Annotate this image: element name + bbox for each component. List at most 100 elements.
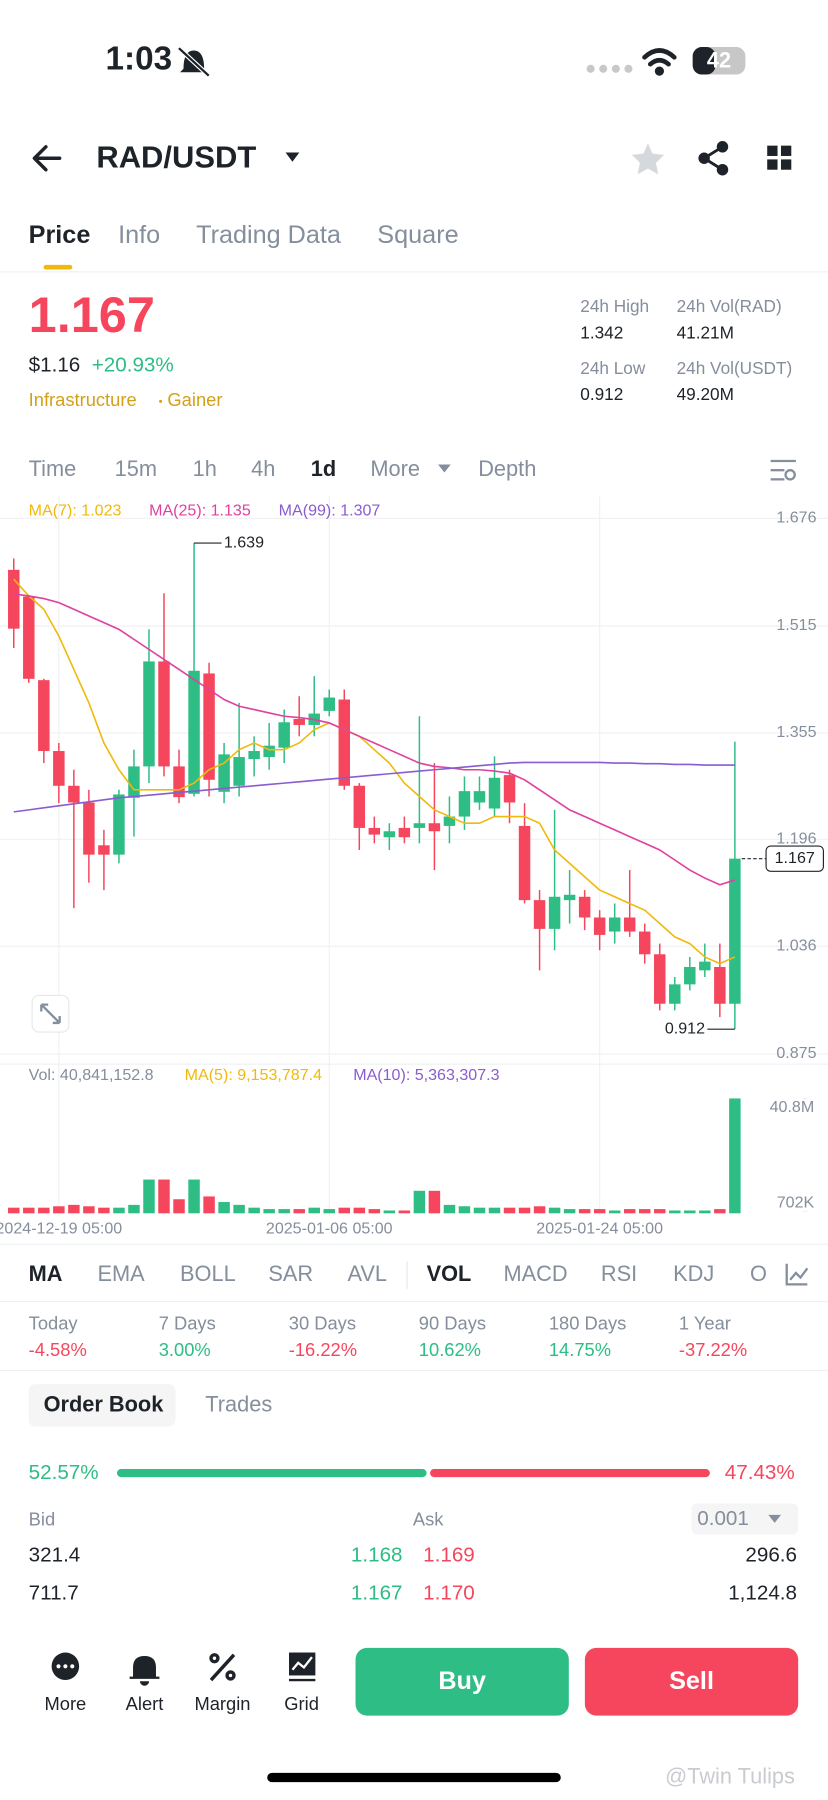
indicator[interactable]: O xyxy=(750,1261,767,1286)
volume-bar xyxy=(143,1179,155,1214)
toolbar-label: More xyxy=(44,1693,86,1714)
interval[interactable]: Time xyxy=(29,456,77,481)
volume-bar xyxy=(563,1209,576,1214)
volume-bar xyxy=(323,1209,335,1214)
favorite-button[interactable] xyxy=(631,143,664,175)
ask-amount: 1,124.8 xyxy=(728,1581,797,1604)
wifi-icon xyxy=(642,48,677,76)
tab[interactable]: Square xyxy=(377,221,458,249)
candle-body xyxy=(113,794,125,855)
indicator[interactable]: AVL xyxy=(347,1261,387,1286)
volume-bar xyxy=(654,1209,666,1214)
more-icon[interactable] xyxy=(51,1652,80,1681)
volume-bar xyxy=(383,1210,396,1214)
tab[interactable]: Trading Data xyxy=(196,221,342,249)
volume-bar xyxy=(548,1207,561,1214)
interval[interactable]: 4h xyxy=(251,456,275,481)
watermark: @Twin Tulips xyxy=(665,1763,795,1788)
tab[interactable]: Info xyxy=(118,221,160,249)
stat-label: 24h Vol(USDT) xyxy=(677,358,793,378)
y-tick-label: 1.676 xyxy=(776,509,816,527)
orderbook-tab[interactable]: Trades xyxy=(205,1392,272,1417)
volume-bar xyxy=(684,1210,696,1214)
candle-body xyxy=(353,785,366,828)
high-label: 1.639 xyxy=(224,533,264,551)
alert-icon[interactable] xyxy=(129,1655,160,1686)
tab[interactable]: Price xyxy=(29,221,91,249)
bid-amount: 711.7 xyxy=(29,1581,79,1604)
volume-bar xyxy=(53,1206,65,1214)
bid-price: 1.168 xyxy=(351,1544,403,1567)
indicator-settings[interactable] xyxy=(785,1263,809,1286)
indicator[interactable]: RSI xyxy=(601,1261,637,1286)
volume-bar xyxy=(128,1204,140,1214)
y-tick-label: 1.515 xyxy=(776,616,816,634)
tag[interactable]: Gainer xyxy=(167,389,222,410)
tag[interactable]: Infrastructure xyxy=(29,389,137,410)
volume-bar xyxy=(233,1204,245,1214)
performance: Today -4.58% 7 Days 3.00% 30 Days -16.22% 90 D… xyxy=(29,1312,747,1359)
candle-body xyxy=(368,827,381,835)
period-label: 7 Days xyxy=(159,1312,216,1333)
stat-label: 24h High xyxy=(580,296,649,316)
ask-label: Ask xyxy=(413,1508,444,1529)
interval[interactable]: 1h xyxy=(193,456,217,481)
indicator[interactable]: VOL xyxy=(427,1261,472,1286)
buy-label: Buy xyxy=(438,1667,486,1695)
volume-bar xyxy=(428,1190,441,1214)
volume-bar xyxy=(278,1209,290,1214)
chart-settings[interactable] xyxy=(770,459,796,481)
more-dropdown[interactable] xyxy=(438,464,451,473)
legend-entry: MA(7): 1.023 xyxy=(29,502,122,520)
bid-bar xyxy=(116,1469,427,1478)
legend-entry: MA(25): 1.135 xyxy=(149,502,251,520)
grid-icon[interactable] xyxy=(288,1652,316,1682)
interval[interactable]: 1d xyxy=(311,456,336,481)
tag-separator xyxy=(159,399,163,403)
share-button[interactable] xyxy=(698,141,729,176)
volume-bar xyxy=(518,1207,531,1214)
pair-dropdown[interactable] xyxy=(285,152,300,162)
candle-body xyxy=(338,699,351,786)
indicator[interactable]: EMA xyxy=(97,1261,145,1286)
pair-title[interactable]: RAD/USDT xyxy=(96,140,256,175)
indicator[interactable]: BOLL xyxy=(180,1261,236,1286)
back-button[interactable] xyxy=(32,145,62,172)
candlestick-chart: 1.676 1.515 1.355 1.196 1.036 0.875 2024-12-19… xyxy=(0,496,828,1238)
orderbook-tab[interactable]: Order Book xyxy=(44,1392,165,1417)
volume-bar xyxy=(338,1207,351,1214)
indicator[interactable]: KDJ xyxy=(673,1261,714,1286)
legend-entry: MA(99): 1.307 xyxy=(279,502,381,520)
volume-legend: MA(5): 9,153,787.4 xyxy=(185,1066,322,1084)
candle-body xyxy=(143,661,155,767)
interval[interactable]: More xyxy=(370,456,420,481)
signal-icon xyxy=(586,64,633,73)
x-tick-label: 2025-01-24 05:00 xyxy=(536,1220,663,1238)
interval[interactable]: 15m xyxy=(115,456,157,481)
candle-body xyxy=(518,825,531,901)
volume-bar xyxy=(8,1207,20,1214)
grid-button[interactable] xyxy=(767,145,792,170)
indicator[interactable]: SAR xyxy=(268,1261,313,1286)
candle-body xyxy=(323,697,335,711)
candle-body xyxy=(729,858,741,1004)
candle-body xyxy=(578,896,591,918)
candle-body xyxy=(98,845,110,855)
last-price-box xyxy=(765,845,824,872)
stat-value: 49.20M xyxy=(677,384,734,404)
margin-icon[interactable] xyxy=(209,1653,236,1682)
candle-body xyxy=(8,569,20,629)
indicator[interactable]: MA xyxy=(29,1261,63,1286)
precision-select[interactable] xyxy=(691,1503,799,1535)
indicator[interactable]: MACD xyxy=(503,1261,567,1286)
x-tick-label: 2025-01-06 05:00 xyxy=(266,1220,393,1238)
sell-button[interactable] xyxy=(584,1647,799,1716)
interval[interactable]: Depth xyxy=(478,456,536,481)
candle-body xyxy=(293,718,305,725)
usd-price: $1.16 xyxy=(29,353,81,376)
ma-line xyxy=(13,593,736,886)
buy-button[interactable] xyxy=(355,1647,569,1716)
volume-bar xyxy=(203,1196,215,1214)
volume-bar xyxy=(368,1209,381,1214)
volume-bar xyxy=(729,1098,741,1214)
